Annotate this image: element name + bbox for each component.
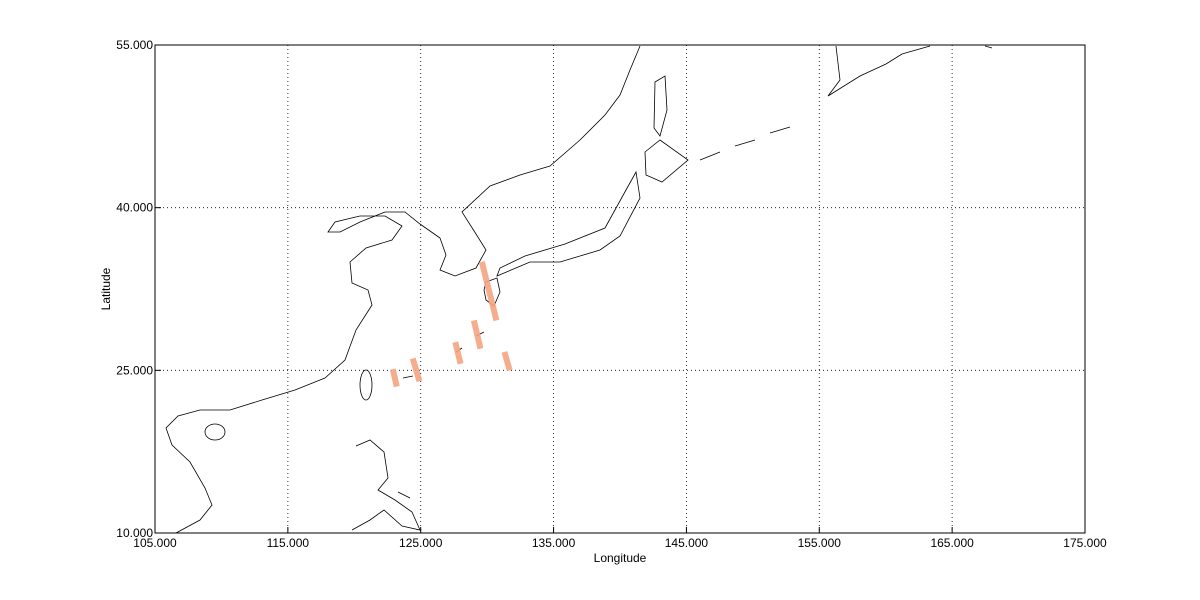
x-tick-label: 135.000 <box>532 536 576 550</box>
coast-kurils <box>699 126 791 161</box>
x-tick-label: 155.000 <box>798 536 842 550</box>
coast-hokkaido <box>644 139 689 183</box>
y-tick-label: 25.000 <box>116 363 153 377</box>
x-tick-label: 105.000 <box>133 536 177 550</box>
x-tick-label: 125.000 <box>399 536 443 550</box>
swath-segment <box>470 319 484 350</box>
swath-segment <box>389 368 400 388</box>
swath-segment <box>501 351 513 372</box>
coast-kamchatka <box>827 45 993 97</box>
coast-china <box>165 211 441 534</box>
coast-hainan <box>204 423 226 441</box>
coastlines <box>165 45 993 534</box>
coast-philippines <box>351 439 421 531</box>
swath-segment <box>409 357 423 383</box>
x-tick-label: 165.000 <box>930 536 974 550</box>
coast-taiwan <box>359 369 373 401</box>
coast-sakhalin <box>653 75 668 137</box>
x-axis-label: Longitude <box>594 551 647 565</box>
plot-frame <box>154 44 1086 534</box>
swath-segment <box>478 261 500 322</box>
y-tick-label: 55.000 <box>116 38 153 52</box>
y-tick-label: 10.000 <box>116 526 153 540</box>
x-tick-label: 145.000 <box>665 536 709 550</box>
coast-honshu <box>496 170 641 277</box>
swath-segment <box>452 341 464 365</box>
y-axis-label: Latitude <box>99 267 113 310</box>
x-tick-label: 175.000 <box>1063 536 1107 550</box>
coast-korea <box>439 45 641 277</box>
x-tick-label: 115.000 <box>267 536 310 550</box>
y-tick-label: 40.000 <box>116 201 153 215</box>
